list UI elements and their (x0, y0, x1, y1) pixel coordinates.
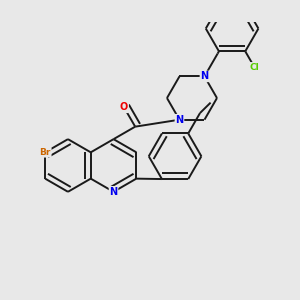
Text: Br: Br (40, 148, 51, 157)
Text: N: N (110, 187, 118, 197)
Text: N: N (176, 115, 184, 125)
Text: N: N (200, 71, 208, 81)
Text: Cl: Cl (250, 63, 260, 72)
Text: O: O (120, 102, 128, 112)
